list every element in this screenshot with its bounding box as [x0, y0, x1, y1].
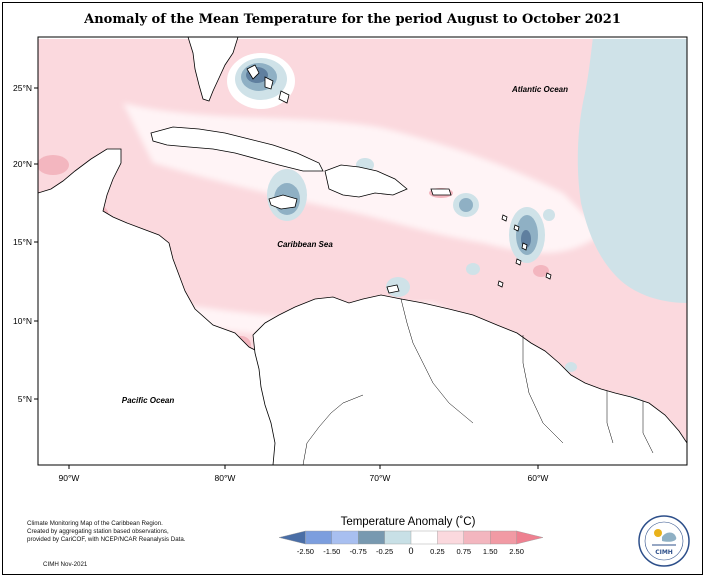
jamaica-land — [268, 194, 298, 210]
x-tick-label: 60°W — [528, 473, 549, 483]
cool-patch — [459, 198, 473, 212]
y-tick-label: 25°N — [13, 83, 32, 93]
map-plot-area — [38, 37, 687, 465]
y-tick-label: 10°N — [13, 316, 32, 326]
y-tick-label: 15°N — [13, 237, 32, 247]
legend-colorbar: Temperature Anomaly (˚C) -2.50 -1.50 -0.75… — [278, 516, 544, 556]
x-tick-label: 90°W — [59, 473, 80, 483]
cimh-logo: CIMH — [638, 515, 690, 567]
credits-line: Created by aggregating station based obs… — [27, 528, 169, 535]
cool-patch — [466, 263, 480, 275]
sun-icon — [654, 529, 662, 537]
florida-land — [187, 37, 239, 102]
warm-patch — [533, 265, 549, 277]
legend-tick-label: 2.50 — [509, 547, 524, 556]
credits-line: Climate Monitoring Map of the Caribbean … — [27, 520, 163, 527]
lesser-antilles-land — [497, 214, 552, 288]
y-tick-label: 20°N — [13, 159, 32, 169]
logo-inner-ring — [644, 521, 684, 561]
legend-tick-label: -0.25 — [376, 547, 393, 556]
puerto-rico-land — [430, 188, 452, 196]
legend-swatch — [490, 530, 518, 545]
legend-tick-label: 1.50 — [483, 547, 498, 556]
credits-date: CIMH Nov-2021 — [43, 561, 88, 568]
legend-tick-label: 0.75 — [456, 547, 471, 556]
atlantic-cool-region — [577, 37, 687, 303]
cool-patch — [565, 362, 577, 372]
logo-text: CIMH — [655, 549, 673, 556]
legend-tick-label: -0.75 — [350, 547, 367, 556]
cool-patch — [543, 209, 555, 221]
y-axis: 25°N 20°N 15°N 10°N 5°N — [13, 83, 38, 404]
legend-swatch — [331, 530, 359, 545]
legend-tick-label: -1.50 — [323, 547, 340, 556]
legend-tick-label: -2.50 — [297, 547, 314, 556]
pacific-ocean-label: Pacific Ocean — [122, 396, 175, 405]
legend-title: Temperature Anomaly (˚C) — [341, 516, 476, 528]
legend-swatch — [516, 530, 544, 545]
legend-tick-label: 0.25 — [430, 547, 445, 556]
legend-swatch — [463, 530, 491, 545]
legend-swatch — [437, 530, 465, 545]
south-america-land — [252, 294, 687, 465]
figure-title: Anomaly of the Mean Temperature for the … — [84, 12, 621, 27]
legend-swatch — [278, 530, 306, 545]
country-borders — [302, 298, 654, 465]
bahamas-land — [246, 64, 290, 104]
credits-line: provided by CariCOF, with NCEP/NCAR Rean… — [27, 536, 186, 543]
warm-patch — [38, 155, 69, 175]
credits: Climate Monitoring Map of the Caribbean … — [27, 520, 217, 544]
legend-tick-label: 0 — [408, 546, 413, 556]
x-tick-label: 70°W — [370, 473, 391, 483]
legend-swatch — [358, 530, 386, 545]
plot-border — [37, 36, 688, 466]
atlantic-ocean-label: Atlantic Ocean — [511, 85, 568, 94]
cloud-icon — [662, 532, 677, 542]
legend-swatch — [384, 530, 412, 545]
legend-swatch — [305, 530, 333, 545]
x-axis: 90°W 80°W 70°W 60°W — [59, 465, 549, 483]
cuba-land — [150, 126, 324, 172]
caribbean-sea-label: Caribbean Sea — [277, 240, 333, 249]
legend-swatch — [410, 530, 438, 545]
abc-islands-land — [386, 284, 400, 294]
y-tick-label: 5°N — [18, 394, 32, 404]
anomaly-map: Atlantic Ocean Caribbean Sea Pacific Oce… — [13, 36, 690, 567]
hispaniola-land — [324, 164, 408, 198]
x-tick-label: 80°W — [215, 473, 236, 483]
